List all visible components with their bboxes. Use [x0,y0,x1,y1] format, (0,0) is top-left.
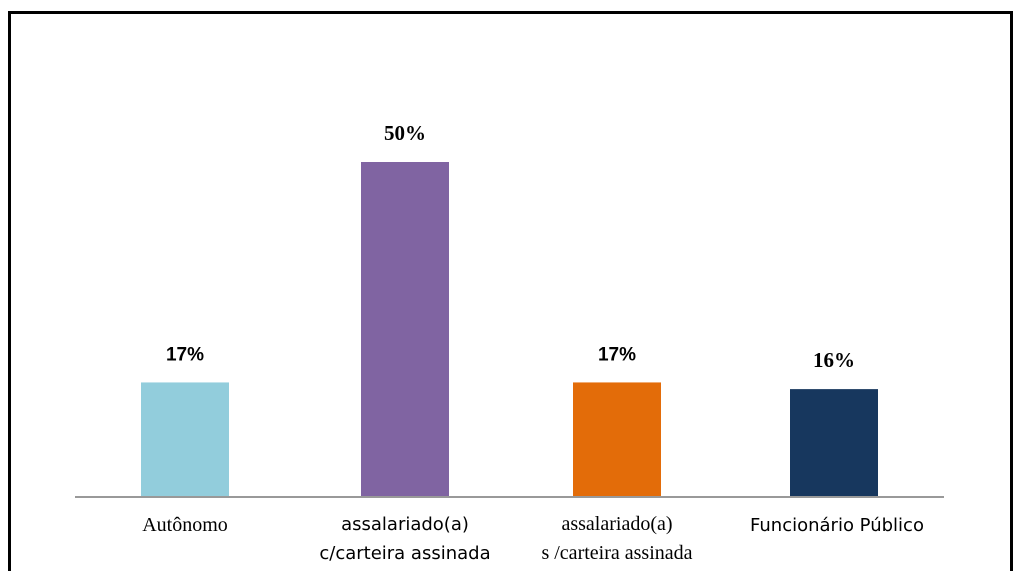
data-label-4: 16% [813,348,855,372]
bar-4 [790,389,878,496]
data-label-1: 17% [166,344,204,365]
x-tick-label-1: Autônomo [142,514,228,536]
data-label-3: 17% [598,344,636,365]
x-tick-label-2-line-1: assalariado(a) [341,514,469,535]
data-label-2: 50% [384,121,426,145]
x-tick-label-3-line-2: s /carteira assinada [541,542,692,564]
bar-3 [573,382,661,496]
chart-frame [8,11,1013,571]
bar-2 [361,162,449,496]
bar-1 [141,382,229,496]
x-tick-label-3-line-1: assalariado(a) [561,513,672,535]
x-tick-label-2-line-2: c/carteira assinada [319,543,490,564]
x-tick-label-4: Funcionário Público [750,515,924,536]
